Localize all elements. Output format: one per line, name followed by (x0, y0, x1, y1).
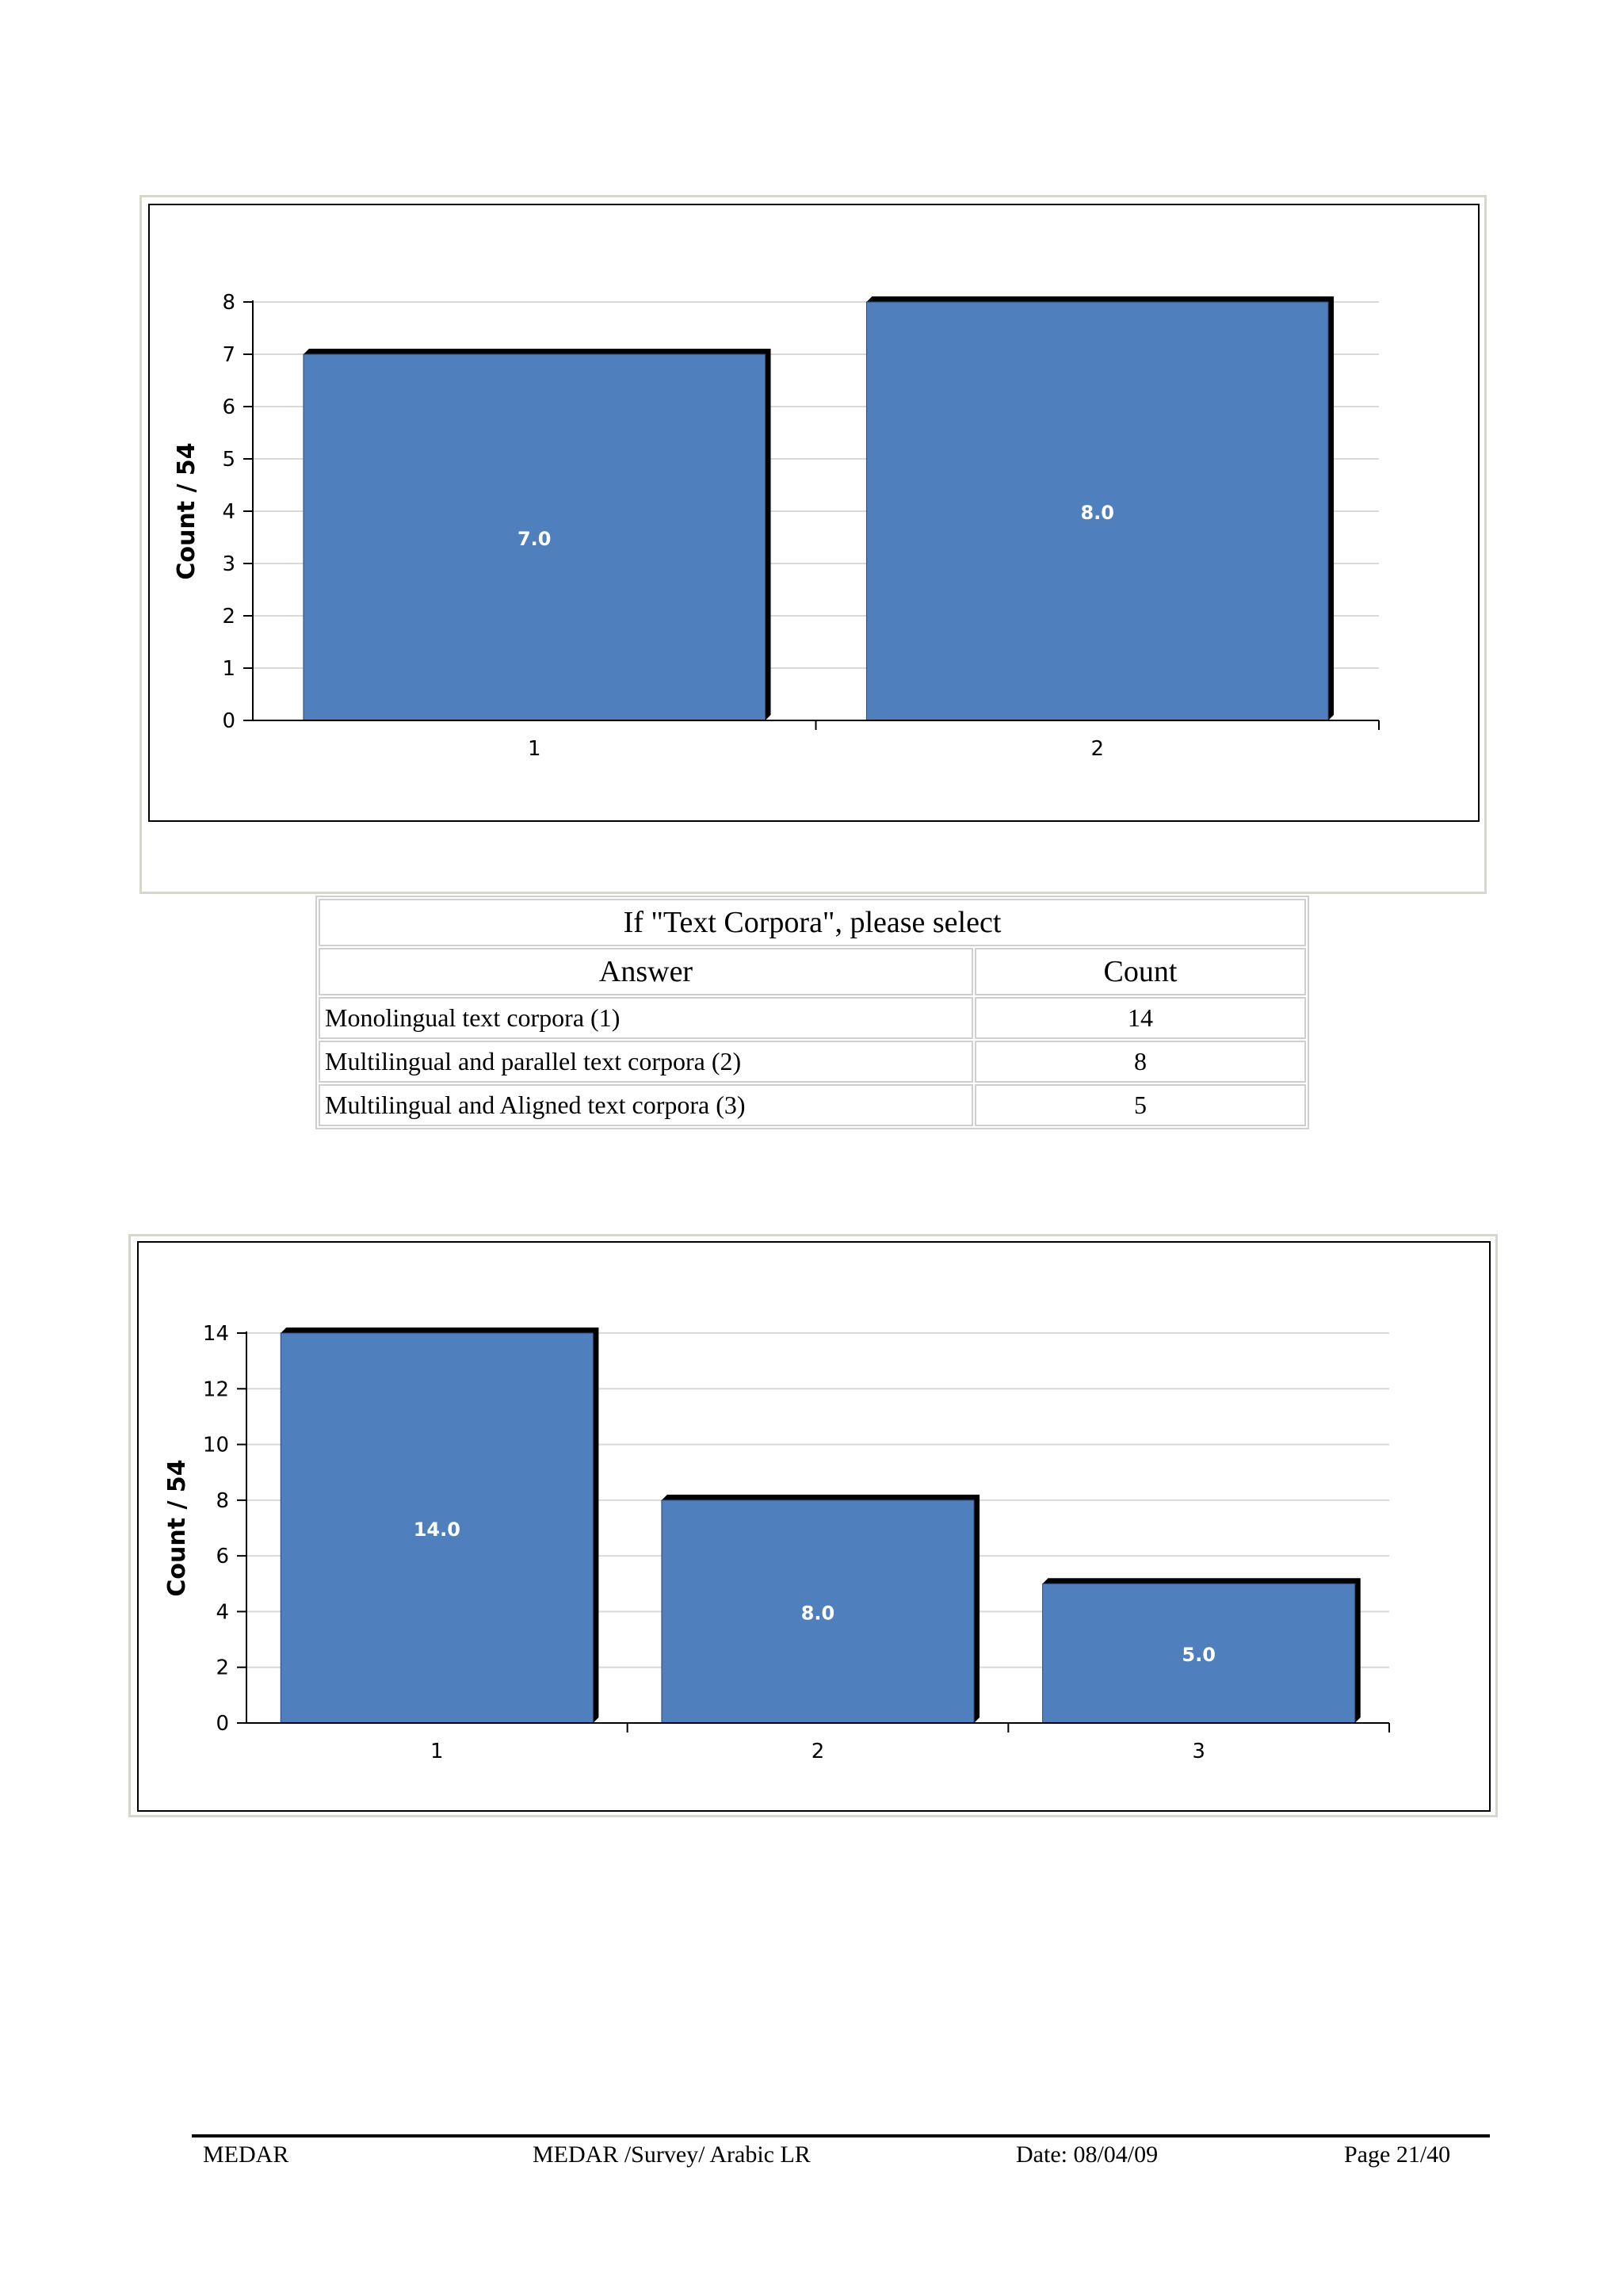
chart-frame-1: 0 1 2 3 4 5 6 7 8 7.0 1 8.0 2 Count / 54 (139, 195, 1487, 894)
answer-cell: Multilingual and parallel text corpora (… (319, 1041, 973, 1083)
y-axis-label: Count / 54 (163, 1459, 191, 1596)
y-tick-label: 0 (222, 709, 235, 733)
bar (661, 1499, 975, 1724)
count-column-header: Count (975, 948, 1306, 995)
y-tick-label: 6 (216, 1545, 229, 1568)
y-axis-label: Count / 54 (173, 442, 200, 579)
bar-chart-2: 0 2 4 6 8 10 12 14 14.0 1 8.0 2 5.0 3 Count / 54 (163, 1322, 1390, 1763)
count-cell: 14 (975, 997, 1306, 1039)
y-tick-label: 3 (222, 552, 235, 576)
y-tick-label: 8 (216, 1489, 229, 1513)
y-tick-label: 4 (216, 1600, 229, 1624)
data-label: 8.0 (1080, 502, 1114, 524)
answer-cell: Monolingual text corpora (1) (319, 997, 973, 1039)
data-label: 5.0 (1182, 1644, 1216, 1666)
y-tick-label: 14 (203, 1322, 229, 1346)
footer-date: Date: 08/04/09 (1016, 2141, 1159, 2168)
bar-chart-1: 0 1 2 3 4 5 6 7 8 7.0 1 8.0 2 Count / 54 (173, 291, 1380, 761)
table-row: Multilingual and Aligned text corpora (3… (319, 1084, 1306, 1126)
count-cell: 8 (975, 1041, 1306, 1083)
bar (303, 353, 766, 721)
x-tick-label: 1 (528, 737, 541, 761)
footer-rule (192, 2134, 1490, 2137)
data-label: 7.0 (517, 528, 552, 550)
text-corpora-table: If "Text Corpora", please select Answer … (315, 896, 1309, 1129)
y-tick-label: 0 (216, 1712, 229, 1736)
footer-doc-title: MEDAR /Survey/ Arabic LR (533, 2141, 811, 2168)
y-tick-label: 4 (222, 500, 235, 524)
table-row: Monolingual text corpora (1) 14 (319, 997, 1306, 1039)
chart-panel-2: 0 2 4 6 8 10 12 14 14.0 1 8.0 2 5.0 3 Count / 54 (137, 1241, 1491, 1812)
x-tick-label: 3 (1192, 1740, 1205, 1763)
table-row: Multilingual and parallel text corpora (… (319, 1041, 1306, 1083)
data-label: 14.0 (414, 1519, 460, 1541)
x-tick-label: 1 (430, 1740, 444, 1763)
footer-org: MEDAR (203, 2141, 289, 2168)
table-title: If "Text Corpora", please select (319, 899, 1306, 946)
y-tick-label: 6 (222, 395, 235, 419)
footer-page-number: Page 21/40 (1344, 2141, 1451, 2168)
y-tick-label: 1 (222, 657, 235, 681)
y-tick-label: 5 (222, 448, 235, 472)
y-tick-label: 10 (203, 1434, 229, 1457)
y-tick-label: 2 (216, 1656, 229, 1680)
x-tick-label: 2 (812, 1740, 825, 1763)
bar (280, 1332, 594, 1724)
y-tick-label: 7 (222, 343, 235, 367)
chart-frame-2: 0 2 4 6 8 10 12 14 14.0 1 8.0 2 5.0 3 Count / 54 (128, 1234, 1498, 1817)
y-tick-label: 12 (203, 1377, 229, 1401)
count-cell: 5 (975, 1084, 1306, 1126)
chart-panel-1: 0 1 2 3 4 5 6 7 8 7.0 1 8.0 2 Count / 54 (148, 204, 1480, 822)
data-label: 8.0 (801, 1602, 835, 1624)
bar (865, 301, 1329, 721)
y-tick-label: 2 (222, 605, 235, 628)
bar (1042, 1583, 1356, 1724)
answer-cell: Multilingual and Aligned text corpora (3… (319, 1084, 973, 1126)
y-tick-label: 8 (222, 291, 235, 315)
answer-column-header: Answer (319, 948, 973, 995)
x-tick-label: 2 (1090, 737, 1104, 761)
